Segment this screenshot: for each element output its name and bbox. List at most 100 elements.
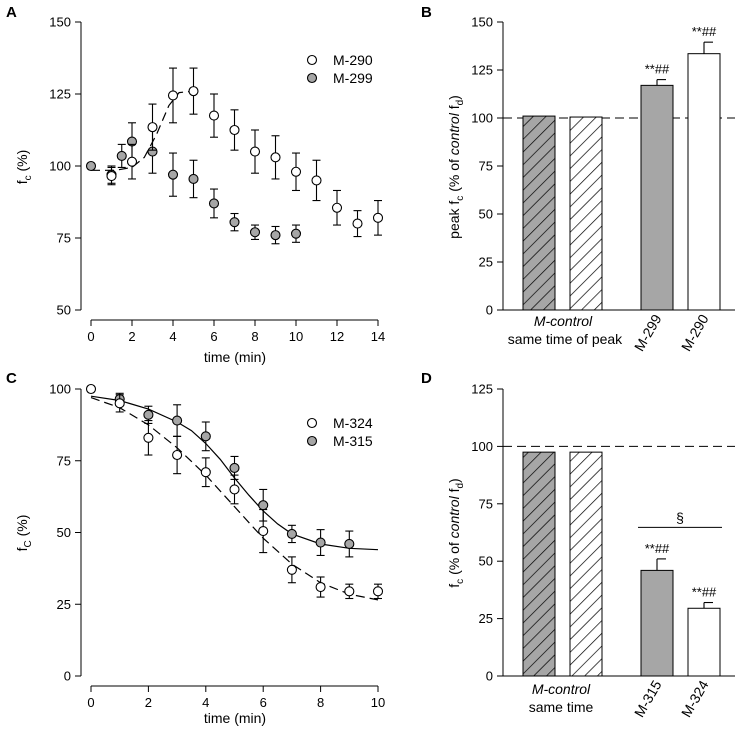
- y-tick-label-a: 100: [49, 159, 71, 174]
- data-point-m-324: [114, 398, 125, 409]
- x-tick-label-a: 8: [251, 329, 258, 344]
- y-tick-label-c: 75: [57, 453, 71, 468]
- bar-b-0: [522, 115, 556, 311]
- y-tick-label-d: 125: [471, 382, 493, 397]
- bar-d-3: [687, 607, 721, 677]
- y-tick-label-d: 25: [479, 611, 493, 626]
- y-tick-label-c: 100: [49, 382, 71, 397]
- bar-d-1: [569, 451, 603, 677]
- panel-label-a: A: [6, 4, 17, 21]
- data-point-m-299: [229, 217, 240, 228]
- y-axis-label-c: fC (%): [14, 515, 34, 552]
- data-point-m-299: [290, 228, 302, 239]
- data-point-m-299: [85, 160, 97, 172]
- legend-label-m290: M-290: [333, 52, 373, 68]
- data-point-m-290: [188, 86, 199, 97]
- data-point-m-324: [286, 564, 297, 575]
- y-axis-label-b: peak fc (% of control fd): [446, 95, 466, 239]
- y-tick-label-d: 75: [479, 496, 493, 511]
- y-tick-label-b: 100: [471, 111, 493, 126]
- bar-label-d-1: M-324: [678, 677, 712, 720]
- y-tick-label-c: 0: [64, 669, 71, 684]
- data-point-m-299: [270, 230, 281, 241]
- data-point-m-290: [126, 156, 138, 167]
- data-point-m-324: [229, 484, 240, 495]
- fit-curve-dashed-a: [91, 90, 194, 171]
- legend-label-m324: M-324: [333, 415, 373, 431]
- panel-label-c: C: [6, 370, 17, 387]
- legend-label-m315: M-315: [333, 433, 373, 449]
- y-tick-label-b: 0: [486, 303, 493, 318]
- data-point-m-324: [85, 383, 97, 395]
- legend-marker-m315: [306, 435, 318, 447]
- data-point-m-299: [208, 198, 220, 209]
- significance-marker-b-3: **##: [692, 24, 717, 39]
- x-tick-label-a: 4: [169, 329, 176, 344]
- data-point-m-315: [172, 415, 183, 426]
- y-tick-label-b: 50: [479, 207, 493, 222]
- data-point-m-315: [143, 409, 154, 420]
- x-tick-label-a: 10: [289, 329, 303, 344]
- data-point-m-290: [331, 202, 343, 213]
- fit-curve-dashed-c: [90, 397, 379, 601]
- bar-label-b-0: M-299: [631, 311, 665, 354]
- x-tick-label-a: 2: [128, 329, 135, 344]
- data-point-m-324: [143, 432, 154, 443]
- bar-d-0: [522, 451, 556, 677]
- data-point-m-290: [106, 171, 117, 182]
- data-point-m-290: [311, 175, 322, 186]
- x-tick-label-c: 8: [317, 695, 324, 710]
- bar-label-d-0: M-315: [631, 677, 665, 720]
- group-label-control-d: M-control: [532, 681, 591, 697]
- data-point-m-299: [116, 150, 127, 161]
- data-point-m-290: [167, 90, 179, 101]
- data-point-m-324: [172, 449, 183, 461]
- chart-panel-d: fc (% of control fd) M-control same time…: [446, 382, 735, 720]
- data-point-m-290: [208, 110, 220, 121]
- y-tick-label-d: 100: [471, 439, 493, 454]
- x-axis-label-a: time (min): [204, 349, 266, 365]
- data-point-m-315: [229, 462, 240, 473]
- y-tick-label-b: 75: [479, 159, 493, 174]
- x-axis-label-c: time (min): [204, 710, 266, 726]
- legend-a: M-290 M-299: [306, 52, 373, 86]
- y-tick-label-b: 25: [479, 255, 493, 270]
- y-tick-label-d: 0: [486, 669, 493, 684]
- data-point-m-290: [147, 122, 158, 133]
- group-label-time-d: same time: [529, 699, 594, 715]
- y-tick-label-a: 50: [57, 303, 71, 318]
- y-tick-label-c: 25: [57, 597, 71, 612]
- significance-marker-d-2: **##: [645, 541, 670, 556]
- y-tick-label-b: 150: [471, 15, 493, 30]
- data-point-m-299: [188, 173, 199, 185]
- y-tick-label-b: 125: [471, 63, 493, 78]
- x-tick-label-a: 12: [330, 329, 344, 344]
- data-point-m-324: [372, 586, 384, 597]
- legend-label-m299: M-299: [333, 70, 373, 86]
- data-point-m-324: [344, 586, 355, 597]
- data-point-m-315: [200, 431, 211, 442]
- data-point-m-315: [344, 538, 355, 550]
- x-tick-label-c: 0: [87, 695, 94, 710]
- x-tick-label-c: 10: [371, 695, 385, 710]
- data-point-m-324: [315, 581, 326, 593]
- significance-marker-d-3: **##: [692, 585, 717, 600]
- group-label-control-b: M-control: [534, 313, 593, 329]
- legend-marker-m290: [306, 54, 318, 66]
- bar-b-1: [569, 116, 603, 311]
- x-tick-label-a: 0: [87, 329, 94, 344]
- y-axis-label-d: fc (% of control fd): [446, 478, 466, 587]
- data-point-m-324: [258, 526, 269, 537]
- significance-symbol-d: §: [676, 509, 684, 525]
- legend-marker-m324: [306, 417, 318, 429]
- data-point-m-315: [315, 537, 326, 548]
- x-tick-label-c: 4: [202, 695, 209, 710]
- legend-c: M-324 M-315: [306, 415, 373, 449]
- data-point-m-290: [352, 218, 363, 229]
- data-point-m-299: [249, 227, 261, 238]
- y-tick-label-a: 125: [49, 87, 71, 102]
- group-label-time-b: same time of peak: [508, 331, 623, 347]
- data-point-m-315: [286, 528, 297, 539]
- data-point-m-290: [270, 152, 281, 163]
